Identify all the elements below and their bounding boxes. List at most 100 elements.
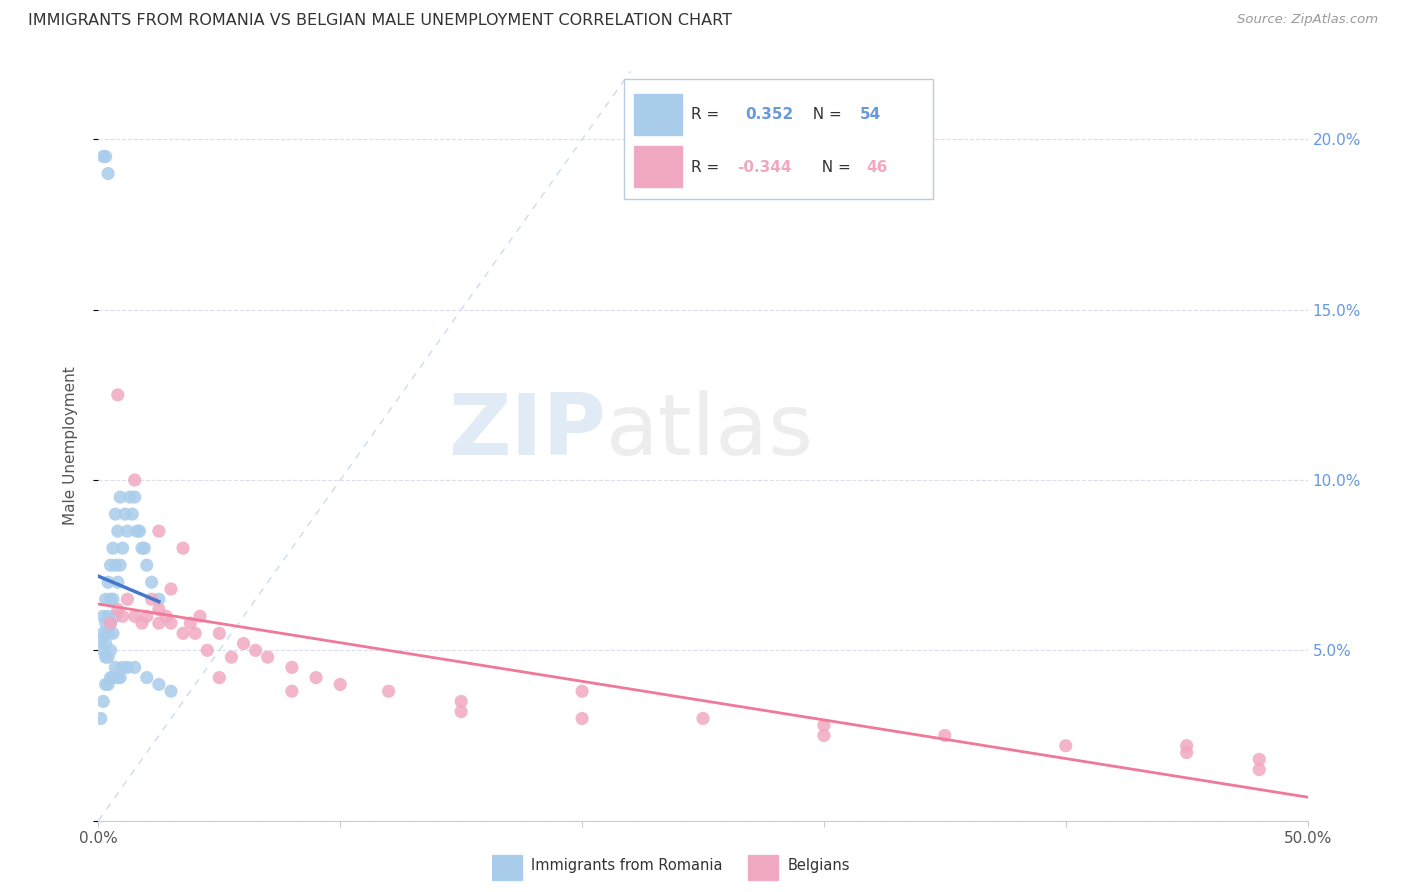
Point — [117, 524, 139, 538]
Point — [1054, 739, 1077, 753]
Point — [100, 592, 122, 607]
Point — [127, 524, 149, 538]
Point — [195, 643, 218, 657]
Point — [94, 677, 117, 691]
Bar — [492, 855, 522, 880]
Point — [692, 711, 714, 725]
Point — [281, 660, 304, 674]
Point — [117, 592, 139, 607]
Point — [232, 636, 254, 650]
Point — [160, 616, 183, 631]
Point — [813, 729, 835, 743]
Text: atlas: atlas — [606, 390, 814, 473]
Point — [148, 602, 170, 616]
Point — [104, 507, 127, 521]
Point — [117, 660, 139, 674]
Bar — [748, 855, 778, 880]
Point — [97, 677, 120, 691]
Text: -0.344: -0.344 — [737, 160, 792, 175]
FancyBboxPatch shape — [624, 78, 932, 199]
Text: 54: 54 — [860, 107, 882, 122]
Point — [91, 694, 114, 708]
Point — [134, 541, 156, 556]
Point — [104, 609, 127, 624]
Point — [128, 524, 150, 538]
Point — [111, 660, 134, 674]
Y-axis label: Male Unemployment: Male Unemployment — [63, 367, 77, 525]
FancyBboxPatch shape — [634, 94, 682, 135]
Point — [571, 711, 593, 725]
Text: Source: ZipAtlas.com: Source: ZipAtlas.com — [1237, 13, 1378, 27]
Point — [107, 388, 129, 402]
Point — [1175, 739, 1198, 753]
Text: R =: R = — [690, 107, 728, 122]
Point — [208, 626, 231, 640]
Point — [100, 558, 122, 573]
Point — [111, 541, 134, 556]
Point — [100, 616, 122, 631]
Point — [124, 660, 146, 674]
Point — [100, 616, 122, 631]
Point — [188, 609, 211, 624]
Point — [100, 643, 122, 657]
Point — [101, 592, 124, 607]
Point — [208, 671, 231, 685]
Text: N =: N = — [811, 160, 855, 175]
Point — [245, 643, 267, 657]
Point — [97, 575, 120, 590]
Text: Belgians: Belgians — [787, 858, 849, 872]
Point — [101, 671, 124, 685]
Point — [135, 609, 157, 624]
Point — [104, 660, 127, 674]
Point — [135, 558, 157, 573]
Text: R =: R = — [690, 160, 724, 175]
Point — [107, 575, 129, 590]
Point — [91, 149, 114, 163]
Point — [107, 524, 129, 538]
Point — [107, 671, 129, 685]
Point — [97, 650, 120, 665]
Point — [90, 711, 112, 725]
Point — [329, 677, 352, 691]
Point — [934, 729, 956, 743]
Point — [160, 582, 183, 596]
Point — [148, 677, 170, 691]
Point — [121, 507, 143, 521]
Point — [172, 541, 194, 556]
Point — [94, 636, 117, 650]
Point — [91, 643, 114, 657]
Point — [101, 626, 124, 640]
Point — [124, 490, 146, 504]
Point — [90, 633, 112, 648]
Point — [94, 616, 117, 631]
Point — [571, 684, 593, 698]
Point — [221, 650, 243, 665]
Point — [97, 167, 120, 181]
Point — [94, 650, 117, 665]
Point — [97, 609, 120, 624]
Point — [100, 671, 122, 685]
Point — [184, 626, 207, 640]
Point — [107, 602, 129, 616]
Point — [91, 626, 114, 640]
Point — [135, 671, 157, 685]
Point — [108, 490, 131, 504]
Text: Immigrants from Romania: Immigrants from Romania — [531, 858, 723, 872]
Point — [179, 616, 201, 631]
Point — [377, 684, 399, 698]
Point — [450, 705, 472, 719]
Point — [97, 626, 120, 640]
Point — [148, 592, 170, 607]
Point — [1249, 763, 1271, 777]
Point — [131, 541, 153, 556]
Text: IMMIGRANTS FROM ROMANIA VS BELGIAN MALE UNEMPLOYMENT CORRELATION CHART: IMMIGRANTS FROM ROMANIA VS BELGIAN MALE … — [28, 13, 733, 29]
Point — [450, 694, 472, 708]
Point — [1249, 752, 1271, 766]
Point — [305, 671, 328, 685]
Point — [94, 149, 117, 163]
Text: ZIP: ZIP — [449, 390, 606, 473]
Point — [148, 616, 170, 631]
Point — [114, 507, 136, 521]
Text: 0.352: 0.352 — [745, 107, 793, 122]
Point — [91, 609, 114, 624]
